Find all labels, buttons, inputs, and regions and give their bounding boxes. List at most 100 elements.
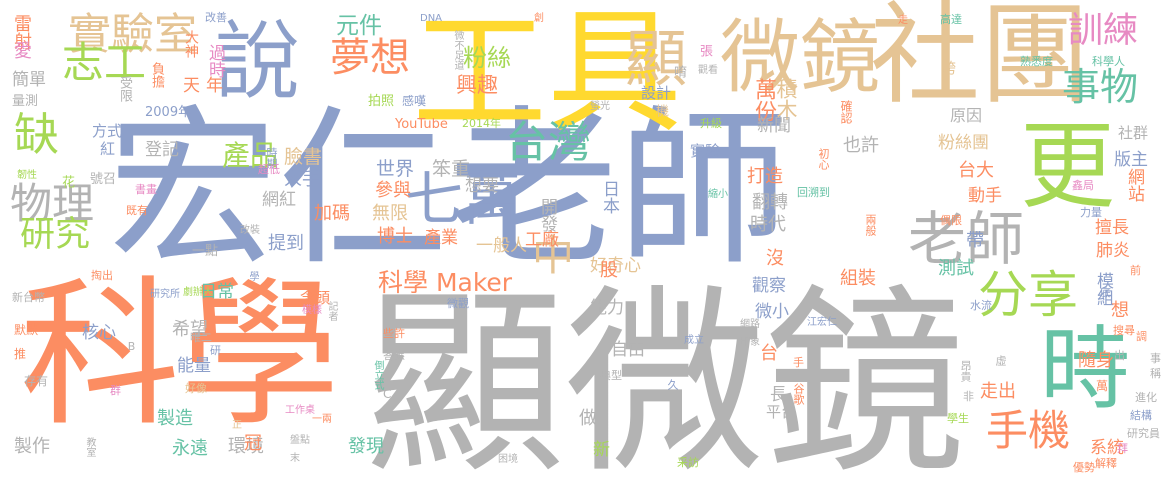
cloud-word: 好像 <box>185 382 207 395</box>
cloud-word: 時 <box>1040 317 1130 422</box>
cloud-word: 社團 <box>870 0 1090 119</box>
cloud-word: 系統 <box>1090 438 1124 458</box>
cloud-word: 偶限 <box>940 214 962 227</box>
cloud-word: 非 <box>963 390 974 403</box>
cloud-word: 過時 <box>205 44 225 78</box>
cloud-word: 記者 <box>326 301 337 321</box>
cloud-word: 帶 <box>966 230 984 251</box>
cloud-word: 2014年 <box>462 117 501 130</box>
cloud-word: 掏出 <box>91 269 113 282</box>
cloud-word: 參與 <box>375 180 411 201</box>
cloud-word: 大神 <box>183 30 199 58</box>
cloud-word: 盤點 <box>290 435 310 446</box>
cloud-word: 觀看 <box>698 65 718 76</box>
cloud-word: 印象 <box>740 337 760 348</box>
cloud-word: 產品 <box>222 139 279 172</box>
cloud-word: 網紅 <box>262 190 296 210</box>
cloud-word: 推 <box>14 347 27 361</box>
cloud-word: 走出 <box>980 381 1016 402</box>
cloud-word: 微小 <box>755 302 789 322</box>
cloud-word: 解釋 <box>1095 457 1117 470</box>
cloud-word: 些許 <box>383 327 405 340</box>
cloud-word: 走 <box>898 15 908 26</box>
cloud-word: 優勢 <box>1073 461 1095 474</box>
cloud-word: 谷歌 <box>792 383 805 405</box>
cloud-word: 進化 <box>1135 391 1157 404</box>
cloud-word: 發現 <box>348 436 384 457</box>
cloud-word: 觀察 <box>752 276 786 296</box>
cloud-word: 學生 <box>947 412 969 425</box>
cloud-word: 力量 <box>1080 206 1102 219</box>
cloud-word: 機 <box>653 104 668 117</box>
cloud-word: 想 <box>1111 300 1129 321</box>
cloud-word: 萬份 <box>751 78 776 122</box>
cloud-word: 熟悉度 <box>1020 55 1053 68</box>
cloud-word: 高達 <box>940 13 962 26</box>
cloud-word: 日常 <box>200 282 234 302</box>
cloud-word: 興趣 <box>456 73 498 97</box>
cloud-word: 虛 <box>994 355 1007 366</box>
cloud-word: 簡單 <box>12 70 46 90</box>
cloud-word: 雷射 <box>11 14 32 50</box>
cloud-word: 學 <box>247 271 258 281</box>
cloud-word: 工具 <box>412 0 682 151</box>
cloud-word: 台 <box>760 343 778 364</box>
cloud-word: 底 <box>1100 286 1111 299</box>
cloud-word: 沒 <box>763 248 784 266</box>
cloud-word: 說 <box>215 13 301 112</box>
cloud-word: 老師 <box>908 205 1025 273</box>
cloud-word: 訓練 <box>1068 11 1139 51</box>
cloud-word: 改善 <box>205 11 227 24</box>
cloud-word: 受限 <box>117 76 132 102</box>
cloud-word: 台大 <box>958 160 994 181</box>
cloud-word: 答應 <box>383 349 405 362</box>
cloud-word: 平台 <box>766 403 797 421</box>
cloud-word: 張 <box>697 44 712 57</box>
cloud-word: 科學人 <box>1092 55 1125 68</box>
cloud-word: 也許 <box>843 135 879 156</box>
cloud-word: 產業 <box>424 228 458 248</box>
cloud-word: 量測 <box>12 94 39 109</box>
cloud-word: 顯 <box>625 22 688 95</box>
cloud-word: 自由 <box>611 340 645 360</box>
cloud-word: 研究 <box>20 215 91 255</box>
cloud-word: 超低 <box>258 163 280 176</box>
cloud-word: 天 <box>183 76 200 96</box>
cloud-word: 方式 <box>92 122 123 140</box>
cloud-word: 一點 <box>192 244 219 259</box>
cloud-word: 積木 <box>774 78 798 120</box>
cloud-word: 事物 <box>1062 65 1139 109</box>
cloud-word: 兩般 <box>864 214 877 236</box>
cloud-word: 加碼 <box>314 203 350 224</box>
cloud-word: 初心 <box>817 148 830 170</box>
cloud-word: 設計 <box>641 84 672 102</box>
cloud-word: 做 <box>579 408 597 429</box>
cloud-word: 搜尋 <box>1113 324 1135 337</box>
cloud-word: 股 <box>600 260 618 281</box>
cloud-word: 事 <box>1150 352 1161 365</box>
cloud-word: 製造 <box>157 408 193 429</box>
cloud-word: 開發 <box>537 198 557 232</box>
cloud-word: 世界 <box>376 158 415 180</box>
cloud-word: 動手 <box>968 186 1002 206</box>
cloud-word: 無限 <box>372 203 408 224</box>
cloud-word: 打造 <box>747 166 783 187</box>
cloud-word: 負擔 <box>149 62 164 88</box>
cloud-word: 研究所 <box>150 289 180 300</box>
cloud-word: 稱 <box>1150 367 1161 380</box>
cloud-word: 群 <box>110 384 121 397</box>
cloud-word: 末 <box>290 453 300 464</box>
cloud-word: 默默 <box>14 323 39 337</box>
cloud-word: 研究員 <box>1127 427 1160 440</box>
cloud-word: 新聞 <box>757 116 791 136</box>
cloud-word: 顯微鏡 <box>365 268 966 482</box>
cloud-word: 縮小 <box>708 189 728 200</box>
cloud-word: 中 <box>532 231 575 280</box>
cloud-word: 江宏仁 <box>807 317 837 328</box>
cloud-word: 萬 <box>1096 379 1109 393</box>
cloud-word: 劇辦人 <box>183 287 213 298</box>
cloud-word: 能量 <box>177 356 211 376</box>
cloud-word: 永遠 <box>172 438 208 459</box>
cloud-word: 人手 <box>284 169 320 190</box>
